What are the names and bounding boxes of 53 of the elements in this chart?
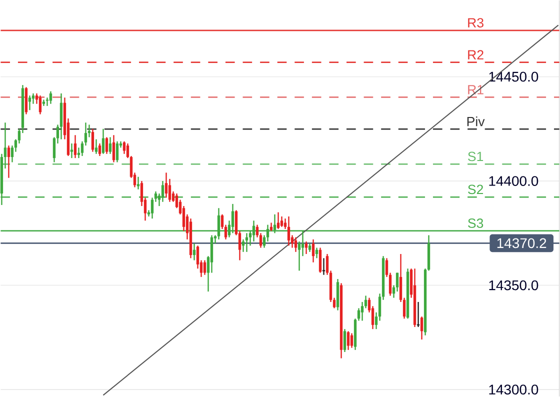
candlestick bbox=[231, 203, 234, 234]
candlestick bbox=[122, 140, 126, 155]
candlestick bbox=[116, 140, 119, 163]
candlestick bbox=[102, 128, 105, 155]
candlestick bbox=[343, 328, 346, 353]
candlestick bbox=[42, 99, 46, 107]
candlestick bbox=[98, 142, 102, 157]
ref-line-label: Piv bbox=[467, 116, 485, 126]
candlestick bbox=[318, 247, 322, 274]
candlestick bbox=[217, 208, 220, 240]
candlestick bbox=[108, 136, 112, 155]
candlestick bbox=[105, 136, 108, 155]
candlestick bbox=[287, 216, 290, 246]
candlestick bbox=[112, 134, 116, 163]
candlestick bbox=[350, 332, 354, 348]
candlestick bbox=[294, 236, 298, 253]
ref-line-label: S3 bbox=[468, 218, 484, 228]
candlestick bbox=[74, 134, 77, 159]
candlestick bbox=[94, 138, 98, 155]
candlestick bbox=[91, 128, 94, 152]
candlestick bbox=[136, 176, 140, 190]
ref-line-label: S2 bbox=[468, 184, 484, 194]
candlestick bbox=[7, 144, 10, 179]
candlestick bbox=[38, 94, 42, 115]
candlestick bbox=[192, 243, 196, 261]
candlestick bbox=[70, 142, 74, 159]
ref-line-label: S1 bbox=[468, 152, 484, 162]
y-tick-label: 14300.0 bbox=[489, 384, 538, 395]
candlestick bbox=[280, 216, 284, 228]
candlestick bbox=[322, 258, 326, 276]
candlestick bbox=[312, 238, 315, 263]
candlestick bbox=[276, 212, 280, 230]
candlestick bbox=[49, 90, 52, 104]
ref-line-label: 14370.2 bbox=[497, 238, 546, 248]
ref-line-label: R3 bbox=[468, 18, 484, 28]
candlestick bbox=[164, 172, 168, 198]
y-tick-label: 14350.0 bbox=[489, 280, 538, 290]
candlestick bbox=[203, 260, 206, 276]
candlestick bbox=[420, 316, 424, 340]
candlestick bbox=[304, 240, 308, 255]
candlestick bbox=[301, 230, 304, 257]
ref-line-label: R2 bbox=[468, 50, 484, 60]
candlestick bbox=[245, 232, 248, 253]
candlestick bbox=[60, 92, 63, 140]
y-tick-label: 14400.0 bbox=[489, 176, 538, 186]
candlestick bbox=[161, 180, 164, 202]
candlestick bbox=[346, 330, 350, 351]
candlestick bbox=[252, 220, 256, 242]
candlestick bbox=[46, 97, 49, 107]
candlestick bbox=[315, 247, 318, 259]
candlestick bbox=[24, 86, 28, 115]
candlestick bbox=[273, 214, 276, 234]
candlestick bbox=[28, 94, 32, 111]
